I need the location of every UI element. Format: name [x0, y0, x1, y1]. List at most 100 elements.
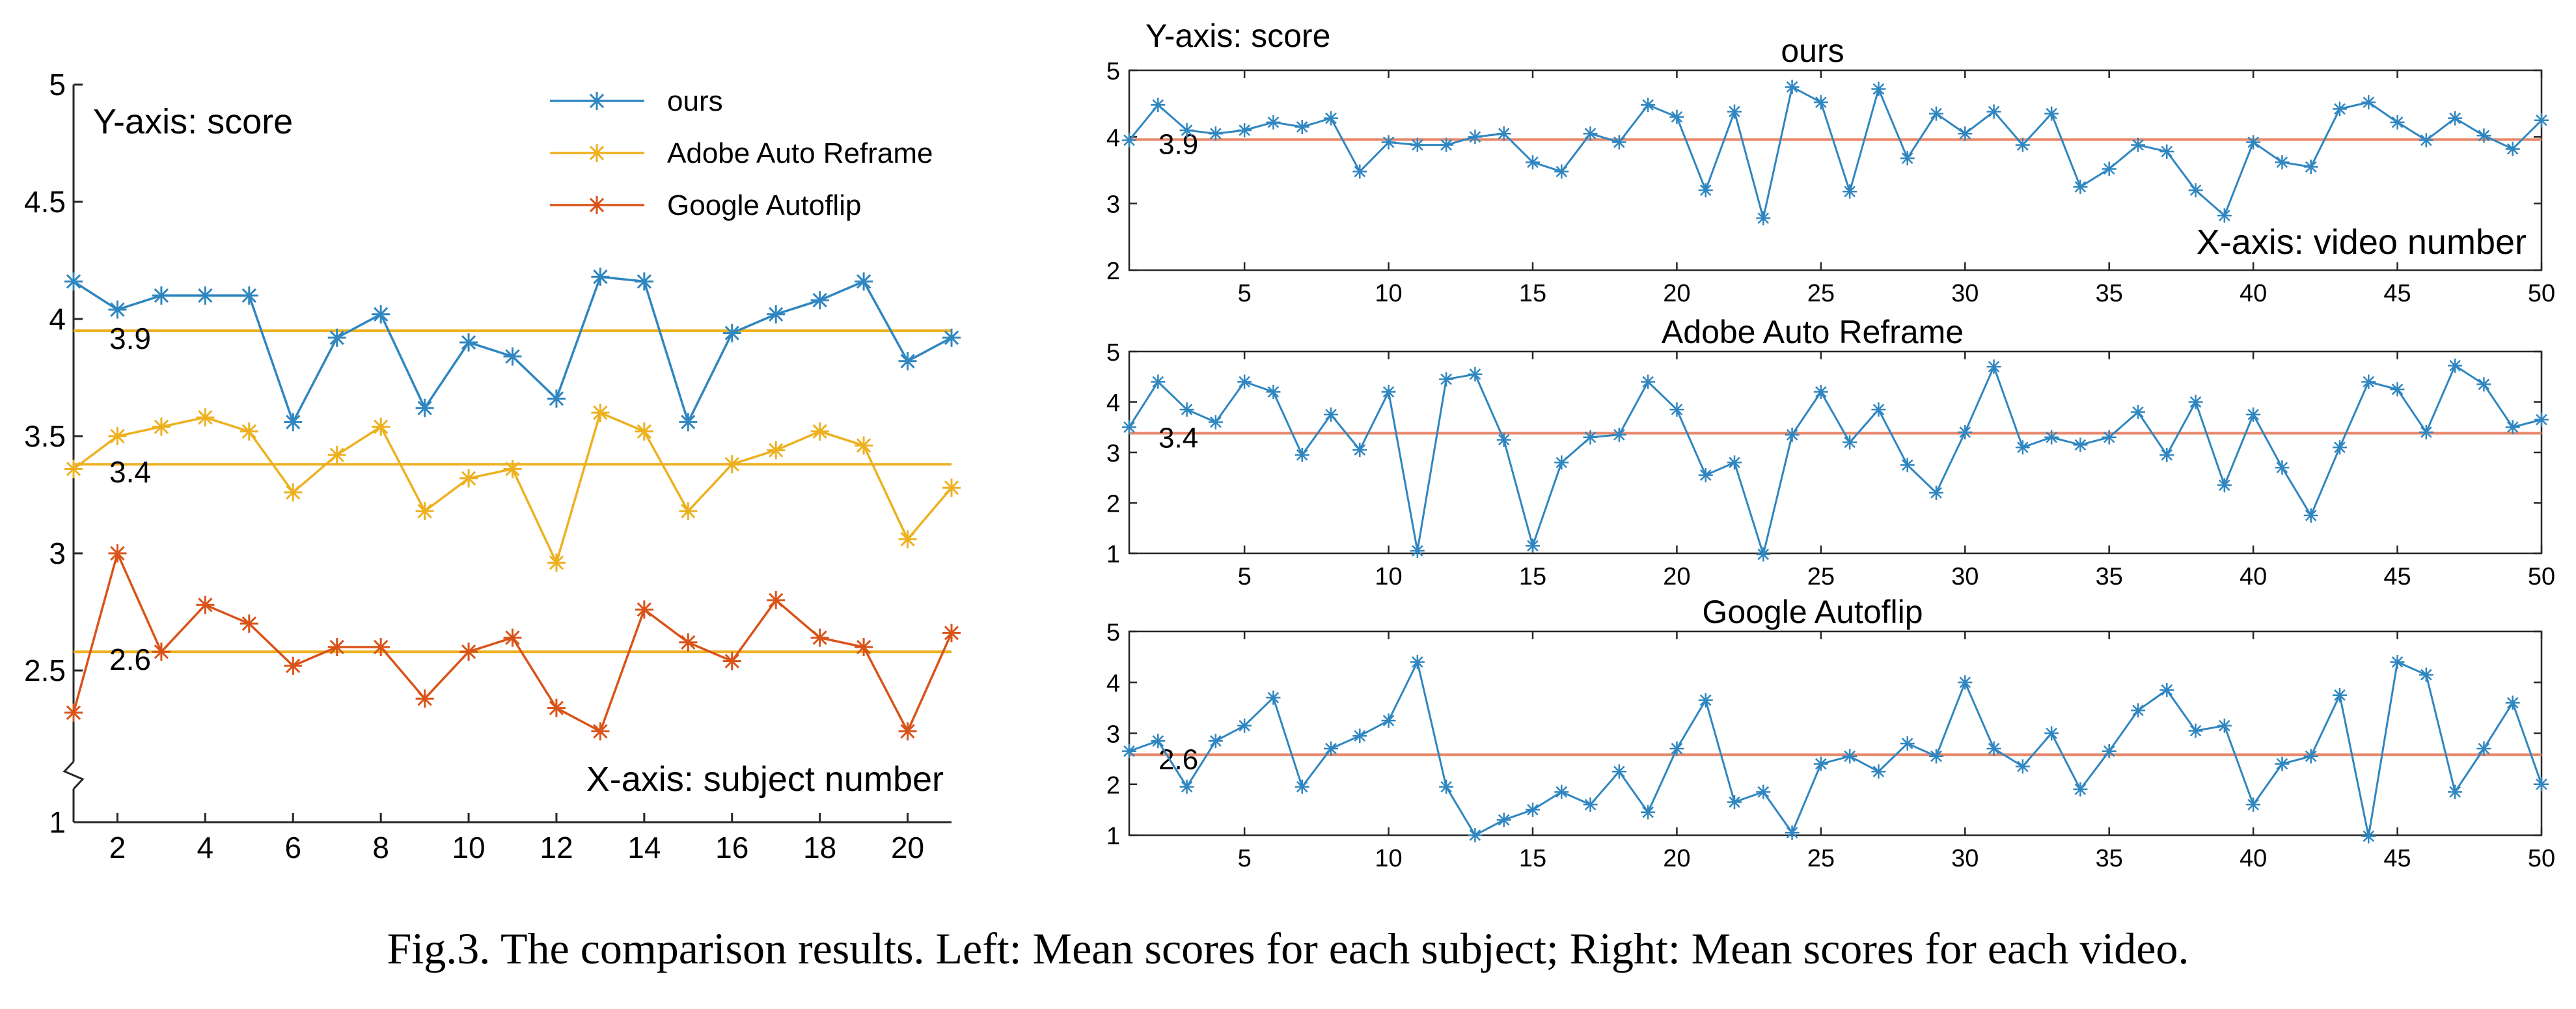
data-point	[898, 352, 917, 370]
x-tick-label: 10	[1375, 280, 1402, 307]
y-tick-label: 4	[49, 302, 66, 336]
data-point	[415, 502, 434, 521]
marker-stroke	[241, 616, 256, 631]
marker-stroke	[1440, 373, 1452, 385]
data-point	[2044, 430, 2059, 445]
marker-stroke	[198, 598, 213, 613]
marker-stroke	[154, 419, 169, 434]
data-point	[1526, 538, 1540, 553]
data-point	[1410, 137, 1425, 152]
y-tick-label: 2.5	[24, 654, 66, 687]
x-tick-label: 40	[2240, 563, 2267, 590]
marker-stroke	[2506, 697, 2519, 709]
marker-stroke	[2334, 689, 2346, 701]
marker-stroke	[2420, 134, 2432, 146]
marker-stroke	[856, 438, 871, 453]
legend-label: ours	[667, 85, 723, 117]
marker-stroke	[2046, 727, 2057, 739]
marker-stroke	[1181, 404, 1193, 415]
data-point	[1151, 374, 1166, 389]
y-tick-label: 3.5	[24, 419, 66, 453]
data-point	[2448, 784, 2463, 799]
data-point	[1324, 407, 1338, 422]
data-point	[1554, 455, 1569, 470]
marker-stroke	[1757, 212, 1770, 224]
series-line	[1129, 659, 2543, 836]
marker-stroke	[241, 288, 256, 303]
data-point	[1468, 130, 1483, 145]
marker-stroke	[1382, 136, 1395, 148]
marker-stroke	[2219, 479, 2230, 491]
legend-label: Google Autoflip	[667, 189, 861, 221]
data-point	[1698, 467, 1713, 482]
data-point	[1727, 455, 1742, 470]
y-tick-label: 2	[1106, 491, 1120, 518]
data-point	[1208, 126, 1223, 141]
marker-stroke	[1498, 814, 1510, 826]
data-point	[1843, 435, 1857, 450]
data-point	[2505, 141, 2520, 156]
marker-stroke	[1988, 105, 2000, 118]
marker-stroke	[1613, 429, 1625, 441]
data-point	[1496, 812, 1511, 827]
x-tick-label: 10	[1375, 845, 1402, 872]
marker-stroke	[1296, 449, 1308, 461]
marker-stroke	[2017, 139, 2029, 151]
y-tick-label: 5	[1106, 339, 1120, 366]
marker-stroke	[2103, 745, 2115, 757]
data-point	[1611, 764, 1626, 779]
marker-stroke	[1901, 152, 1913, 164]
marker-stroke	[1210, 128, 1222, 140]
data-point	[855, 436, 873, 455]
data-point	[1439, 137, 1454, 152]
data-point	[2303, 159, 2318, 174]
marker-stroke	[2046, 431, 2057, 443]
data-point	[415, 398, 434, 417]
marker-stroke	[1152, 376, 1164, 388]
marker-stroke	[1267, 117, 1280, 128]
marker-stroke	[2506, 421, 2519, 434]
data-point	[1843, 749, 1857, 764]
marker-stroke	[2247, 409, 2259, 421]
plot-frame	[1128, 350, 2543, 555]
marker-stroke	[1498, 434, 1510, 446]
x-tick-label: 6	[284, 831, 301, 864]
x-tick-label: 45	[2383, 845, 2411, 872]
data-point	[2102, 430, 2117, 445]
data-point	[2217, 208, 2232, 223]
data-point	[372, 417, 391, 436]
data-point	[1179, 779, 1194, 794]
data-point	[1266, 385, 1281, 399]
marker-stroke	[2420, 669, 2432, 681]
y-tick-label: 2	[1106, 772, 1120, 799]
marker-stroke	[1412, 545, 1423, 557]
data-point	[547, 389, 566, 408]
marker-stroke	[1671, 111, 1683, 123]
data-point	[2246, 407, 2261, 422]
data-point	[2418, 133, 2433, 148]
marker-stroke	[2420, 426, 2432, 438]
marker-stroke	[1325, 409, 1337, 421]
data-point	[2044, 726, 2059, 741]
data-point	[767, 591, 786, 609]
x-tick-label: 5	[1238, 563, 1252, 590]
marker-stroke	[2189, 725, 2202, 737]
marker-stroke	[1901, 738, 1913, 749]
data-point	[2361, 374, 2376, 389]
x-tick-label: 40	[2240, 280, 2267, 307]
data-point	[2073, 180, 2088, 195]
marker-stroke	[110, 428, 125, 444]
x-tick-label: 35	[2096, 845, 2123, 872]
data-point	[240, 286, 258, 305]
data-point	[2418, 667, 2433, 682]
data-point	[1295, 119, 1309, 134]
x-tick-label: 12	[540, 831, 573, 864]
marker-stroke	[1469, 829, 1481, 841]
marker-stroke	[154, 288, 169, 303]
data-point	[196, 286, 215, 305]
panel-title: Google Autoflip	[1702, 594, 1923, 630]
x-tick-label: 20	[1663, 845, 1690, 872]
marker-stroke	[1988, 743, 2000, 754]
data-point	[2044, 106, 2059, 121]
